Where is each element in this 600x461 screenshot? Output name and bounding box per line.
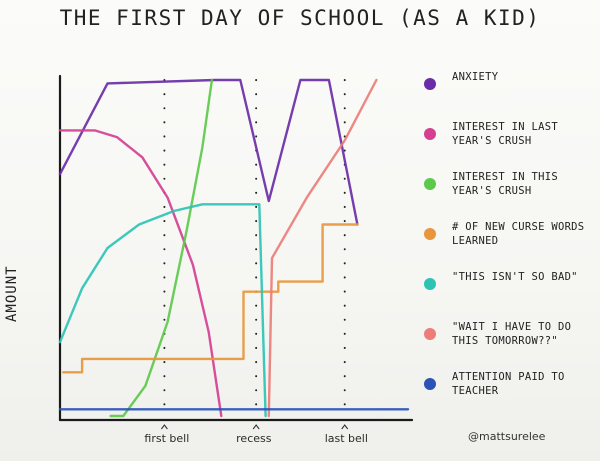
legend-swatch-6 — [424, 328, 436, 340]
chart-title: The First Day of School (as a kid) — [59, 6, 541, 30]
legend-swatch-4 — [424, 228, 436, 240]
series-line-1 — [58, 78, 359, 226]
legend-swatch-5 — [424, 278, 436, 290]
series-line-6 — [267, 78, 378, 418]
x-tick-caret-2 — [252, 424, 260, 430]
x-tick-caret-1 — [160, 424, 168, 430]
x-tick-label-3: last bell — [324, 432, 368, 445]
series-line-3 — [109, 78, 214, 418]
legend-label-6: "Wait I have to do this tomorrow??" — [452, 321, 572, 347]
legend-label-1: Anxiety — [452, 71, 499, 83]
legend-swatch-2 — [424, 128, 436, 140]
series-line-2 — [58, 129, 223, 418]
legend-label-5: "This isn't so bad" — [452, 271, 578, 283]
y-axis-label: Amount — [4, 265, 20, 322]
credit-text: @mattsurelee — [468, 430, 546, 443]
series-line-5 — [58, 203, 267, 418]
x-tick-caret-3 — [341, 424, 349, 430]
legend-swatch-3 — [424, 178, 436, 190]
legend-label-4: # of new curse words learned — [452, 221, 585, 247]
legend-swatch-7 — [424, 378, 436, 390]
legend-swatch-1 — [424, 78, 436, 90]
legend-label-2: Interest in last year's crush — [452, 121, 558, 147]
x-tick-label-2: recess — [236, 432, 272, 445]
x-tick-label-1: first bell — [144, 432, 190, 445]
legend-label-7: Attention paid to teacher — [452, 371, 565, 397]
legend-label-3: Interest in this year's crush — [452, 171, 558, 197]
